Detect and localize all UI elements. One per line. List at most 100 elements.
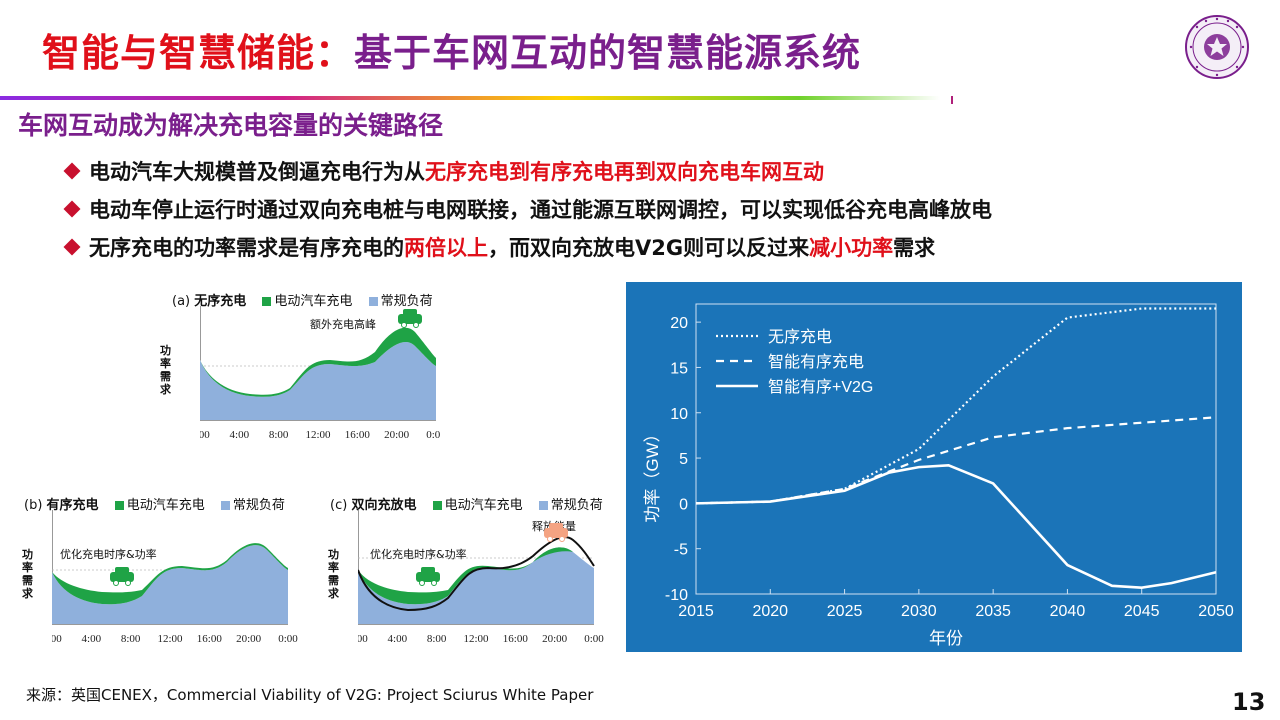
time-tick-label: 16:00 [197,633,223,645]
chart-plot-frame [695,303,1217,595]
panel-c-base-load-area [358,547,594,624]
legend-base-label: 常规负荷 [380,294,433,309]
slide-title: 智能与智慧储能：基于车网互动的智慧能源系统 [42,22,861,77]
panel-b-ordered-charging: (b) 有序充电 电动汽车充电 常规负荷 优化充电时序&功率 功率需求 0:00… [14,488,314,658]
legend-base-swatch [538,501,548,510]
time-tick-label: 16:00 [503,633,529,645]
panel-a-base-load-area [200,341,436,420]
legend-ev-swatch [432,501,442,510]
bullet-3-highlight-b: 减小功率 [809,236,894,260]
time-tick-label: 20:00 [542,633,568,645]
bullet-3-text-a: 无序充电的功率需求是有序充电的 [89,236,404,260]
y-tick-label: 5 [679,451,688,468]
legend-label-3: 智能有序+V2G [768,378,873,396]
bullet-item-1: 电动汽车大规模普及倒逼充电行为从 无序充电到有序充电再到双向充电车网互动 [62,152,1272,190]
panel-c-time-ticks: 0:00 4:00 8:00 12:00 16:00 20:00 0:00 [358,633,604,645]
section-subtitle: 车网互动成为解决充电容量的关键路径 [18,111,444,140]
panel-a-name: 无序充电 [194,294,247,309]
projection-chart-panel: -10 -5 0 5 10 15 20 2015 2020 2025 2030 2035 2040 20… [626,282,1242,652]
panel-b-annotation: 优化充电时序&功率 [60,548,157,561]
chart-y-ticks: -10 -5 0 5 10 15 20 [665,315,701,604]
bullet-3-text-c: 需求 [893,236,936,260]
x-tick-label: 2030 [901,603,937,620]
y-tick-label: 10 [670,406,688,423]
title-bar-tick [951,96,953,104]
legend-label-1: 无序充电 [768,328,832,346]
y-tick-label: 0 [679,496,688,513]
time-tick-label: 4:00 [82,633,102,645]
panel-b-ev-charging-area [52,543,288,605]
time-tick-label: 0:00 [278,633,298,645]
time-tick-label: 0:00 [358,633,368,645]
time-tick-label: 20:00 [236,633,262,645]
legend-label-2: 智能有序充电 [768,353,864,371]
legend-ev-label: 电动汽车充电 [444,498,523,513]
time-tick-label: 16:00 [345,429,371,441]
panel-c-plot: 0:00 4:00 8:00 12:00 16:00 20:00 0:00 [358,510,604,645]
panel-b-ylabel: 功率需求 [22,548,33,600]
x-tick-label: 2045 [1124,603,1160,620]
panel-c-name: 双向充放电 [351,498,417,513]
x-tick-label: 2025 [827,603,863,620]
time-tick-label: 12:00 [157,633,183,645]
panel-c-ev-charging-area [358,547,573,605]
bullet-list: 电动汽车大规模普及倒逼充电行为从 无序充电到有序充电再到双向充电车网互动 电动车停… [62,152,1272,266]
x-tick-label: 2015 [678,603,714,620]
title-part-1: 智能与智慧储能： [42,31,355,75]
panel-b-plot: 0:00 4:00 8:00 12:00 16:00 20:00 0:00 [52,510,298,645]
y-tick-label: 15 [670,360,688,377]
panel-a-header: (a) 无序充电 电动汽车充电 常规负荷 [172,290,433,309]
panel-c-tag: (c) [330,498,348,513]
legend-ev-swatch [114,501,124,510]
panel-b-name: 有序充电 [46,498,99,513]
legend-base-swatch [220,501,230,510]
series-line-3 [695,463,1217,589]
bullet-2-text: 电动车停止运行时通过双向充电桩与电网联接，通过能源互联网调控，可以实现低谷充电高… [89,198,992,222]
diamond-bullet-icon [63,162,81,180]
time-tick-label: 20:00 [384,429,410,441]
bullet-item-2: 电动车停止运行时通过双向充电桩与电网联接，通过能源互联网调控，可以实现低谷充电高… [62,190,1272,228]
x-tick-label: 2050 [1198,603,1234,620]
panel-c-car-charging-icon [416,567,440,586]
time-tick-label: 12:00 [305,429,331,441]
chart-x-axis-label: 年份 [929,629,963,648]
bullet-1-text: 电动汽车大规模普及倒逼充电行为从 [89,160,425,184]
x-tick-label: 2035 [975,603,1011,620]
university-seal-logo [1185,15,1249,79]
panel-b-header: (b) 有序充电 电动汽车充电 常规负荷 [24,494,285,513]
panel-b-tag: (b) [24,498,43,513]
time-tick-label: 0:00 [52,633,62,645]
bullet-item-3: 无序充电的功率需求是有序充电的 两倍以上 ，而双向充放电V2G则可以反过来 减小功率需… [62,228,1272,266]
time-tick-label: 0:00 [584,633,604,645]
panel-c-net-load-line [358,536,595,612]
diamond-bullet-icon [63,238,81,256]
time-tick-label: 12:00 [463,633,489,645]
title-gradient-bar [0,96,940,100]
panel-a-ev-charging-area [200,327,436,397]
panel-b-car-icon [110,567,134,586]
legend-base-label: 常规负荷 [232,498,285,513]
y-tick-label: 20 [670,315,688,332]
legend-base-swatch [368,297,378,306]
chart-y-axis-label: 功率（GW） [643,425,662,522]
chart-series [695,307,1217,589]
x-tick-label: 2040 [1050,603,1086,620]
series-line-2 [695,416,1217,505]
panel-a-uncontrolled-charging: (a) 无序充电 电动汽车充电 常规负荷 额外充电高峰 功率需求 0:00 4:0… [160,284,450,454]
legend-base-label: 常规负荷 [550,498,603,513]
bullet-3-text-b: ，而双向充放电V2G则可以反过来 [488,236,810,260]
chart-axes [695,303,1217,595]
time-tick-label: 8:00 [121,633,141,645]
panel-a-time-ticks: 0:00 4:00 8:00 12:00 16:00 20:00 0:00 [200,429,440,441]
panel-c-header: (c) 双向充放电 电动汽车充电 常规负荷 [330,494,603,513]
time-tick-label: 4:00 [230,429,250,441]
panel-c-bidirectional-charging: (c) 双向充放电 电动汽车充电 常规负荷 优化充电时序&功率 释放能量 功率需… [320,488,616,658]
time-tick-label: 0:00 [426,429,440,441]
panel-a-tag: (a) [172,294,191,309]
title-part-2: 基于车网互动的智慧能源系统 [354,31,862,75]
time-tick-label: 0:00 [200,429,210,441]
legend-ev-swatch [262,297,272,306]
panel-a-plot: 0:00 4:00 8:00 12:00 16:00 20:00 0:00 [200,306,440,441]
